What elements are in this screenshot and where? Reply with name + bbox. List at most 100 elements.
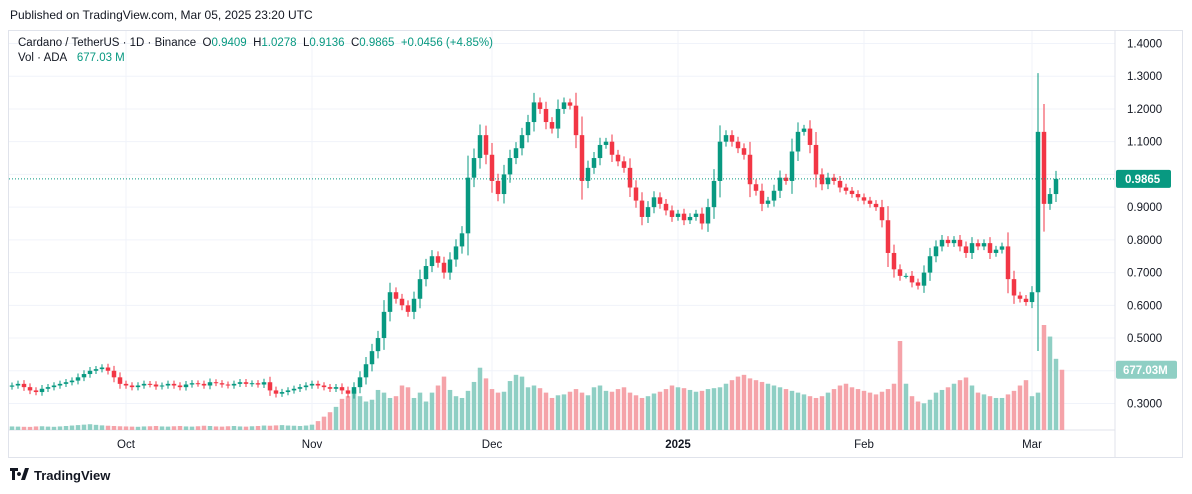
volume-bar <box>609 391 615 430</box>
volume-bar <box>219 426 225 430</box>
candle-body <box>975 243 981 247</box>
candle-body <box>255 383 261 385</box>
candle-body <box>297 387 303 389</box>
volume-bar <box>465 390 471 430</box>
volume-bar <box>225 426 231 430</box>
volume-bar <box>207 425 213 430</box>
volume-bar <box>45 426 51 430</box>
volume-bar <box>645 396 651 430</box>
candle-body <box>573 105 579 136</box>
candle-body <box>405 305 411 312</box>
candle-body <box>63 382 69 384</box>
candle-body <box>57 383 63 386</box>
candle-body <box>999 246 1005 250</box>
candle-body <box>189 383 195 385</box>
candle-body <box>795 131 801 152</box>
candle-body <box>855 194 861 198</box>
volume-bar <box>987 396 993 430</box>
candle-body <box>291 388 297 391</box>
candle-body <box>825 177 831 185</box>
volume-bar <box>495 392 501 430</box>
volume-bar <box>1017 385 1023 430</box>
candle-body <box>273 390 279 394</box>
volume-bar <box>603 390 609 430</box>
candle-body <box>171 383 177 386</box>
close-value: 0.9865 <box>359 37 395 49</box>
candle-body <box>399 298 405 306</box>
volume-bar <box>345 396 351 430</box>
candle-body <box>429 256 435 267</box>
time-tick-label: Dec <box>482 439 503 451</box>
candle-body <box>591 158 597 168</box>
candle-body <box>873 203 879 208</box>
volume-bar <box>195 426 201 430</box>
candle-body <box>753 184 759 191</box>
volume-bar <box>339 398 345 430</box>
symbol-title[interactable]: Cardano / TetherUS · 1D · Binance <box>18 37 197 49</box>
candle-body <box>123 383 129 386</box>
volume-bar <box>447 389 453 430</box>
volume-bar <box>369 399 375 430</box>
candle-body <box>195 383 201 385</box>
volume-bar <box>147 426 153 430</box>
volume-bar <box>843 383 849 430</box>
candle-body <box>1023 298 1029 303</box>
volume-bar <box>723 383 729 430</box>
candle-body <box>495 180 501 195</box>
candle-body <box>249 383 255 385</box>
candle-body <box>441 262 447 273</box>
candle-body <box>1047 194 1053 204</box>
volume-bar <box>621 387 627 430</box>
volume-bar <box>573 389 579 430</box>
candle-body <box>945 239 951 244</box>
last-volume-label: 677.03M <box>1123 365 1168 377</box>
candle-body <box>891 252 897 270</box>
high-value: 1.0278 <box>261 37 297 49</box>
tradingview-logo-icon <box>10 468 30 483</box>
volume-bar <box>213 426 219 430</box>
candle-body <box>261 382 267 385</box>
candle-body <box>561 102 567 109</box>
time-tick-label: Mar <box>1022 439 1042 451</box>
candle-body <box>909 275 915 283</box>
candle-body <box>699 213 705 224</box>
candle-body <box>153 384 159 387</box>
volume-bar <box>441 376 447 430</box>
volume-bar <box>897 341 903 430</box>
volume-bar <box>93 424 99 430</box>
volume-bar <box>783 389 789 430</box>
volume-bar <box>639 397 645 430</box>
candle-body <box>717 141 723 181</box>
volume-bar <box>189 426 195 430</box>
volume-bar <box>735 376 741 430</box>
candle-body <box>681 213 687 221</box>
volume-bar <box>567 391 573 430</box>
volume-label: Vol · ADA <box>18 52 68 64</box>
volume-bar <box>315 421 321 430</box>
volume-bar <box>675 387 681 430</box>
candle-body <box>477 135 483 159</box>
volume-bar <box>285 425 291 430</box>
price-tick-label: 1.4000 <box>1127 39 1162 51</box>
volume-bar <box>237 426 243 430</box>
volume-bar <box>483 378 489 430</box>
volume-bar <box>951 383 957 430</box>
candle-body <box>981 243 987 247</box>
price-tick-label: 1.3000 <box>1127 71 1162 83</box>
candle-body <box>39 388 45 393</box>
candle-body <box>879 207 885 221</box>
volume-bar <box>279 425 285 430</box>
candle-body <box>363 364 369 378</box>
volume-bar <box>849 387 855 430</box>
candle-body <box>705 207 711 224</box>
volume-bar <box>435 385 441 430</box>
candle-body <box>969 243 975 253</box>
footer-brand[interactable]: TradingView <box>10 468 110 483</box>
published-info: Published on TradingView.com, Mar 05, 20… <box>10 8 313 22</box>
volume-bar <box>963 377 969 430</box>
candle-body <box>381 311 387 339</box>
change-value: +0.0456 (+4.85%) <box>400 37 493 49</box>
volume-bar <box>921 403 927 430</box>
candle-body <box>801 128 807 132</box>
